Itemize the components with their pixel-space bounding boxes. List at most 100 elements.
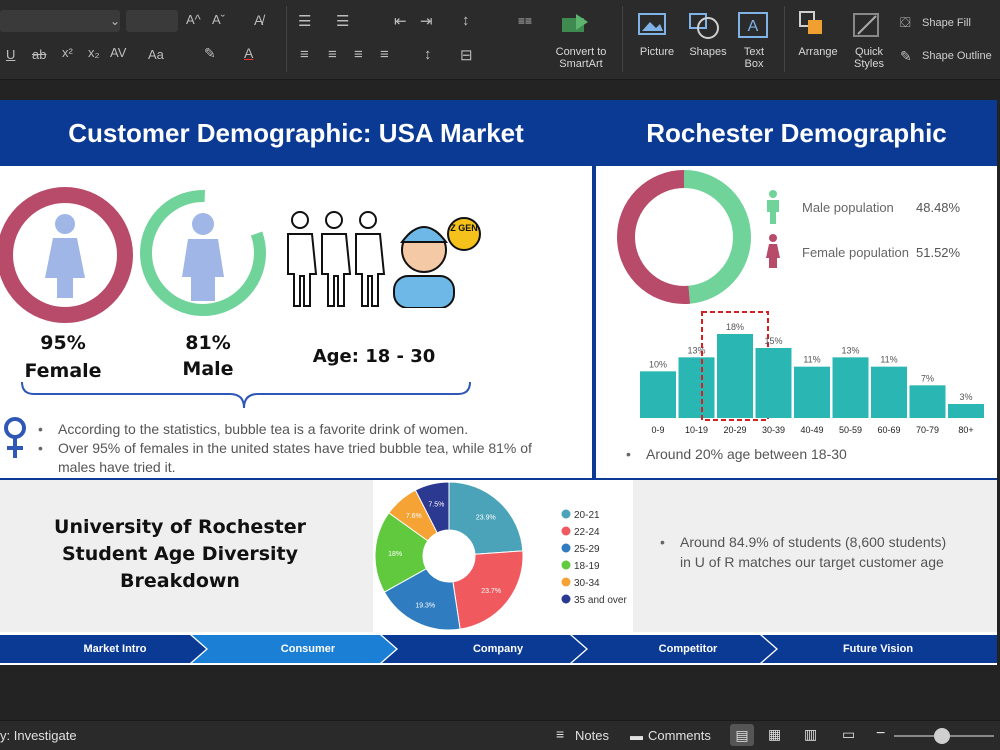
bar-category-label: 0-9	[651, 425, 664, 435]
pen-icon[interactable]: ✎	[900, 48, 912, 64]
align-right-icon[interactable]: ≡	[354, 46, 363, 63]
pie-slice-35-and-over	[414, 481, 450, 534]
normal-view-icon[interactable]: ▤	[730, 724, 754, 746]
shape-outline-button[interactable]: Shape Outline	[922, 50, 992, 62]
notes-icon[interactable]: ≡	[556, 726, 565, 742]
strikethrough-icon[interactable]: ab	[32, 47, 47, 62]
shape-fill-button[interactable]: Shape Fill	[922, 17, 971, 29]
bar-value-label: 3%	[959, 392, 972, 402]
bar-30-39	[755, 348, 792, 418]
increase-font-icon[interactable]: A^	[186, 12, 201, 27]
decrease-indent-icon[interactable]: ⇤	[394, 13, 407, 30]
align-left-icon[interactable]: ≡	[300, 46, 309, 63]
font-name-dropdown[interactable]	[0, 10, 120, 32]
bar-value-label: 13%	[687, 345, 705, 355]
slide-sorter-icon[interactable]: ▦	[768, 726, 782, 742]
char-spacing-icon[interactable]: AV	[110, 45, 127, 60]
bar-value-label: 18%	[726, 322, 744, 332]
convert-smartart-label[interactable]: Convert to SmartArt	[555, 46, 607, 70]
comments-button[interactable]: Comments	[648, 728, 711, 743]
population-donut-chart	[614, 168, 754, 306]
comments-icon[interactable]: ▬	[630, 728, 643, 743]
chevron-down-icon[interactable]: ⌄	[110, 14, 121, 28]
legend-entry: 22-24	[574, 527, 600, 538]
nav-competitor[interactable]: Competitor	[658, 643, 718, 655]
justify-icon[interactable]: ≡	[380, 46, 389, 63]
quick-styles-label[interactable]: Quick Styles	[854, 46, 884, 70]
legend-swatch	[561, 560, 571, 570]
section-navigation: Market Intro Consumer Company Competitor…	[0, 635, 997, 663]
zoom-out-icon[interactable]: −	[876, 725, 886, 742]
pie-value-label: 23.9%	[476, 515, 496, 522]
bullets-icon[interactable]: ☰	[298, 13, 312, 30]
bar-value-label: 13%	[841, 345, 859, 355]
quick-styles-icon[interactable]	[852, 10, 882, 40]
picture-icon[interactable]	[638, 12, 668, 38]
clear-format-icon[interactable]: A̸	[254, 12, 264, 28]
legend-value: 51.52%	[916, 245, 961, 260]
bar-value-label: 10%	[649, 359, 667, 369]
slide-canvas[interactable]: Customer Demographic: USA Market Rochest…	[0, 100, 997, 665]
picture-label[interactable]: Picture	[639, 46, 675, 58]
columns-icon[interactable]: ≡≡	[518, 14, 533, 28]
bullet-item: Around 20% age between 18-30	[622, 445, 982, 464]
nav-company[interactable]: Company	[472, 643, 524, 655]
pie-value-label: 23.7%	[481, 588, 501, 595]
font-size-dropdown[interactable]	[126, 10, 178, 32]
arrange-icon[interactable]	[798, 10, 828, 40]
bar-category-label: 30-39	[762, 425, 785, 435]
highlight-icon[interactable]: ✎	[204, 45, 216, 61]
shapes-label[interactable]: Shapes	[689, 46, 727, 58]
font-color-icon[interactable]: A	[244, 45, 254, 61]
superscript-icon[interactable]: x²	[62, 45, 73, 60]
uofr-bullets: Around 84.9% of students (8,600 students…	[656, 532, 956, 572]
nav-market-intro[interactable]: Market Intro	[83, 643, 147, 655]
shapes-icon[interactable]	[688, 12, 722, 40]
notes-button[interactable]: Notes	[575, 728, 609, 743]
pie-value-label: 7.5%	[428, 501, 444, 508]
usa-bullets: According to the statistics, bubble tea …	[34, 420, 554, 477]
nav-consumer[interactable]: Consumer	[280, 643, 336, 655]
slideshow-icon[interactable]: ▭	[842, 726, 856, 742]
arrange-label[interactable]: Arrange	[798, 46, 838, 58]
legend-entry: 35 and over	[574, 595, 627, 606]
increase-indent-icon[interactable]: ⇥	[420, 13, 433, 30]
bar-20-29	[717, 334, 753, 418]
decrease-font-icon[interactable]: Aˇ	[212, 12, 225, 27]
change-case-icon[interactable]: Aa	[148, 47, 164, 62]
usa-title: Customer Demographic: USA Market	[0, 100, 592, 166]
legend-swatch	[561, 526, 571, 536]
subscript-icon[interactable]: x₂	[88, 45, 100, 60]
bar-0-9	[640, 371, 676, 418]
smartart-icon[interactable]	[560, 12, 590, 36]
age-bar-chart: 10% 0-9 13% 10-19 18% 20-29 15% 30-39 11% 40-49 13…	[632, 310, 992, 440]
bar-50-59	[832, 357, 869, 418]
line-spacing-icon[interactable]: ↕	[462, 12, 470, 29]
bar-category-label: 40-49	[800, 425, 823, 435]
text-direction-icon[interactable]: ↕	[424, 46, 432, 63]
text-box-icon[interactable]: A	[738, 12, 768, 38]
bar-value-label: 11%	[880, 355, 897, 365]
bar-80+	[948, 404, 984, 418]
bar-value-label: 7%	[921, 373, 934, 383]
legend-swatch	[561, 543, 571, 553]
underline-icon[interactable]: U	[6, 47, 16, 62]
pie-slice-20-21	[448, 481, 524, 555]
svg-text:A: A	[748, 18, 759, 35]
zoom-slider-thumb[interactable]	[934, 728, 950, 744]
age-range-label: Age: 18 - 30	[312, 346, 436, 367]
nav-future-vision[interactable]: Future Vision	[842, 643, 914, 655]
paint-bucket-icon[interactable]: ⛋	[900, 14, 911, 30]
female-ring-chart	[0, 184, 136, 326]
pie-value-label: 7.6%	[406, 513, 422, 520]
bar-40-49	[794, 366, 830, 418]
female-symbol-icon	[2, 416, 28, 460]
legend-swatch	[561, 577, 571, 587]
reading-view-icon[interactable]: ▥	[804, 726, 818, 742]
align-text-icon[interactable]: ⊟	[460, 47, 473, 64]
text-box-label[interactable]: Text Box	[743, 46, 765, 70]
numbering-icon[interactable]: ☰	[336, 13, 350, 30]
align-center-icon[interactable]: ≡	[328, 46, 337, 63]
uofr-pie-chart: 23.9% 23.7% 19.3% 18% 7.6% 7.5% 20-21 22-24 25-2…	[373, 480, 633, 632]
